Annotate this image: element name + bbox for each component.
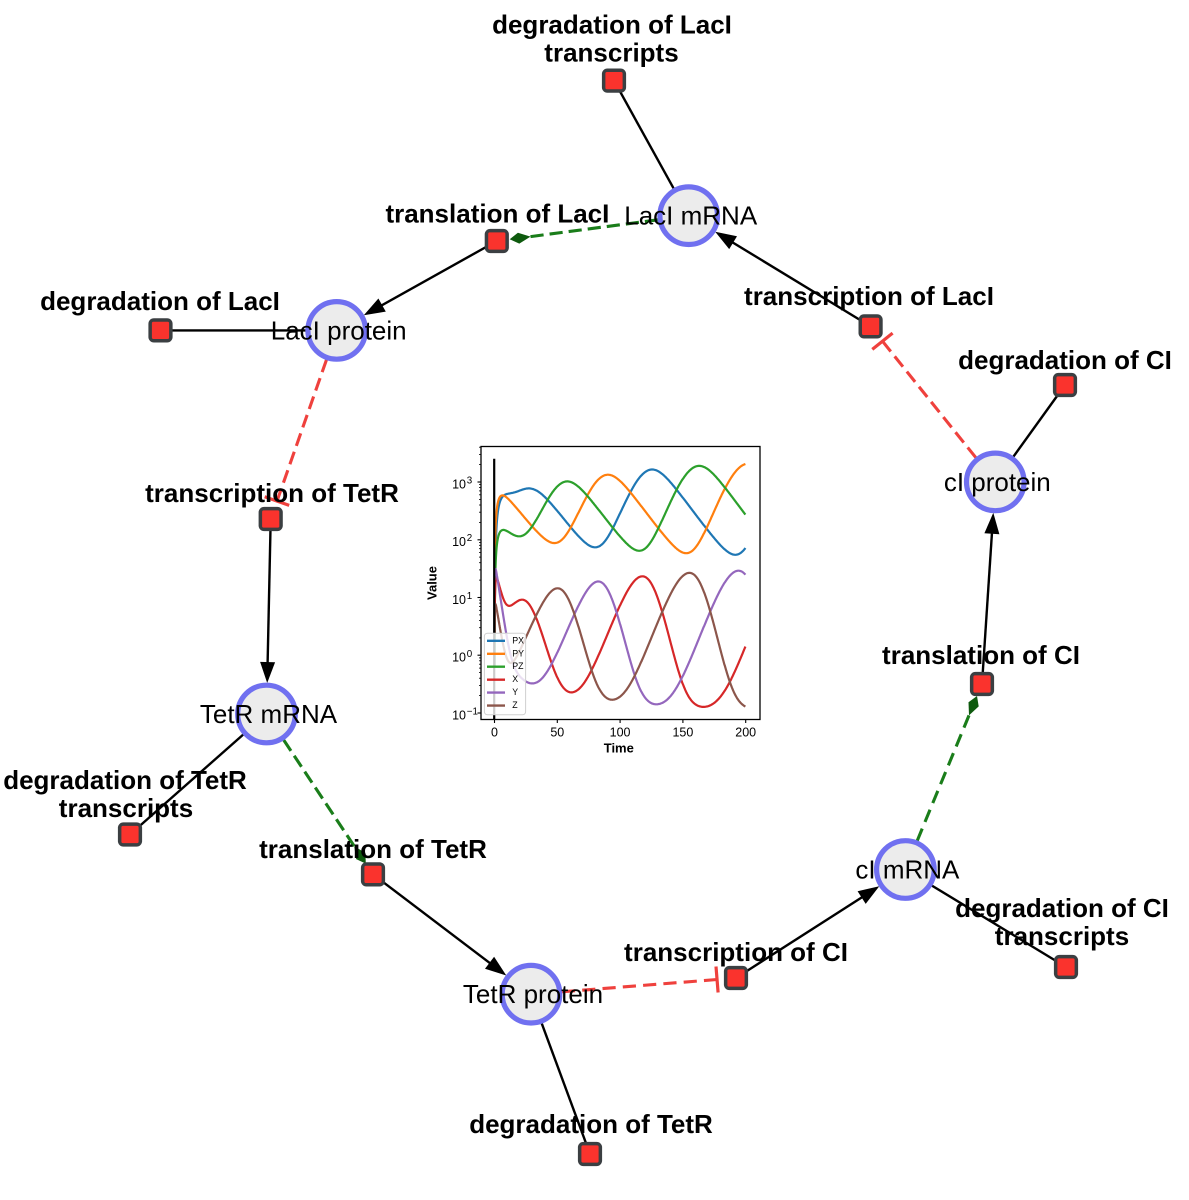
svg-text:degradation of TetR: degradation of TetR [3,765,247,795]
svg-text:degradation of CI: degradation of CI [955,893,1169,923]
svg-text:cI mRNA: cI mRNA [855,855,960,885]
svg-text:transcription of CI: transcription of CI [624,937,848,967]
svg-text:transcripts: transcripts [995,921,1129,951]
svg-text:TetR mRNA: TetR mRNA [200,699,338,729]
svg-text:10: 10 [452,651,466,665]
svg-text:degradation of LacI: degradation of LacI [40,286,280,316]
svg-text:Z: Z [512,700,518,710]
svg-text:transcripts: transcripts [544,38,678,68]
svg-text:Y: Y [512,687,518,697]
svg-text:TetR protein: TetR protein [463,979,603,1009]
svg-text:degradation of LacI: degradation of LacI [492,10,732,40]
svg-text:2: 2 [467,533,472,544]
svg-text:translation of LacI: translation of LacI [385,198,609,228]
svg-text:Time: Time [604,740,634,755]
svg-text:X: X [512,674,518,684]
svg-text:10: 10 [452,593,466,607]
svg-text:PY: PY [512,648,524,658]
svg-text:degradation of CI: degradation of CI [958,345,1172,375]
svg-text:10: 10 [452,535,466,549]
svg-text:10: 10 [452,477,466,491]
svg-text:transcription of TetR: transcription of TetR [145,478,399,508]
svg-text:transcription of LacI: transcription of LacI [744,281,994,311]
svg-text:200: 200 [735,726,756,740]
svg-text:150: 150 [672,726,693,740]
svg-text:50: 50 [550,726,564,740]
svg-text:0: 0 [467,649,473,660]
svg-text:10: 10 [452,708,466,722]
svg-text:−1: −1 [467,707,478,718]
svg-text:100: 100 [610,726,631,740]
svg-text:Value: Value [425,566,440,600]
svg-text:1: 1 [467,591,472,602]
svg-text:degradation of TetR: degradation of TetR [469,1109,713,1139]
svg-text:transcripts: transcripts [59,793,193,823]
svg-text:LacI protein: LacI protein [271,315,407,345]
svg-text:translation of TetR: translation of TetR [259,834,487,864]
svg-text:PZ: PZ [512,661,524,671]
svg-text:0: 0 [491,726,498,740]
svg-text:3: 3 [467,476,473,487]
svg-text:translation of CI: translation of CI [882,640,1080,670]
svg-text:PX: PX [512,635,524,645]
svg-text:LacI mRNA: LacI mRNA [624,201,758,231]
svg-text:cI protein: cI protein [944,467,1051,497]
